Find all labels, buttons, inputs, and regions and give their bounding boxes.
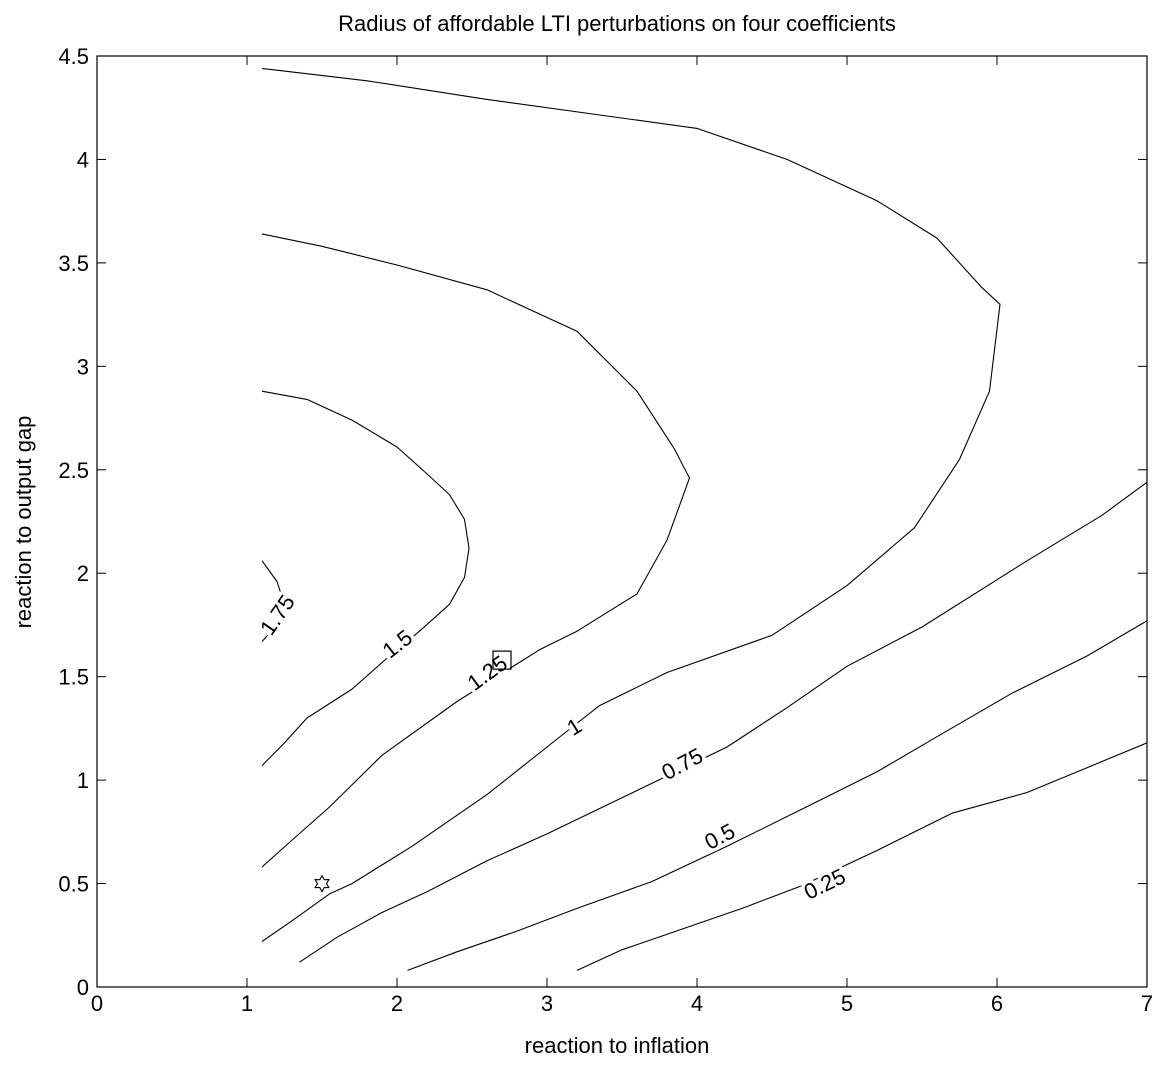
y-tick-label: 3 <box>77 354 89 379</box>
contour-line-1.25 <box>261 233 691 868</box>
y-tick-label: 1.5 <box>58 665 89 690</box>
markers <box>314 650 512 893</box>
axis-ticks <box>96 55 1148 988</box>
plot-area-frame <box>96 55 1148 988</box>
contour-line-0.5 <box>407 620 1148 971</box>
contour-lines <box>261 67 1148 971</box>
y-tick-label: 0 <box>77 975 89 1000</box>
contour-line-1.5 <box>261 390 470 766</box>
contour-line-0.25 <box>576 742 1148 971</box>
x-tick-label: 2 <box>391 991 403 1016</box>
y-tick-label: 3.5 <box>58 251 89 276</box>
x-tick-label: 3 <box>541 991 553 1016</box>
y-tick-label: 1 <box>77 768 89 793</box>
x-axis-label: reaction to inflation <box>525 1033 710 1058</box>
star-marker <box>314 874 330 893</box>
contour-line-0.75 <box>299 481 1148 963</box>
square-marker <box>492 650 512 670</box>
y-tick-label: 4.5 <box>58 44 89 69</box>
x-axis-tick-labels: 0 1 2 3 4 5 6 7 <box>91 991 1153 1016</box>
x-tick-label: 1 <box>241 991 253 1016</box>
y-tick-label: 2.5 <box>58 458 89 483</box>
y-tick-label: 2 <box>77 561 89 586</box>
chart-title: Radius of affordable LTI perturbations o… <box>338 11 896 36</box>
y-axis-tick-labels: 0 0.5 1 1.5 2 2.5 3 3.5 4 4.5 <box>58 44 89 1000</box>
x-tick-label: 5 <box>841 991 853 1016</box>
x-tick-label: 0 <box>91 991 103 1016</box>
y-tick-label: 0.5 <box>58 872 89 897</box>
y-axis-label: reaction to output gap <box>11 416 36 629</box>
x-tick-label: 4 <box>691 991 703 1016</box>
contour-line-1.75 <box>261 560 286 642</box>
x-tick-label: 7 <box>1141 991 1153 1016</box>
contour-line-1 <box>261 67 1001 942</box>
y-tick-label: 4 <box>77 147 89 172</box>
x-tick-label: 6 <box>991 991 1003 1016</box>
